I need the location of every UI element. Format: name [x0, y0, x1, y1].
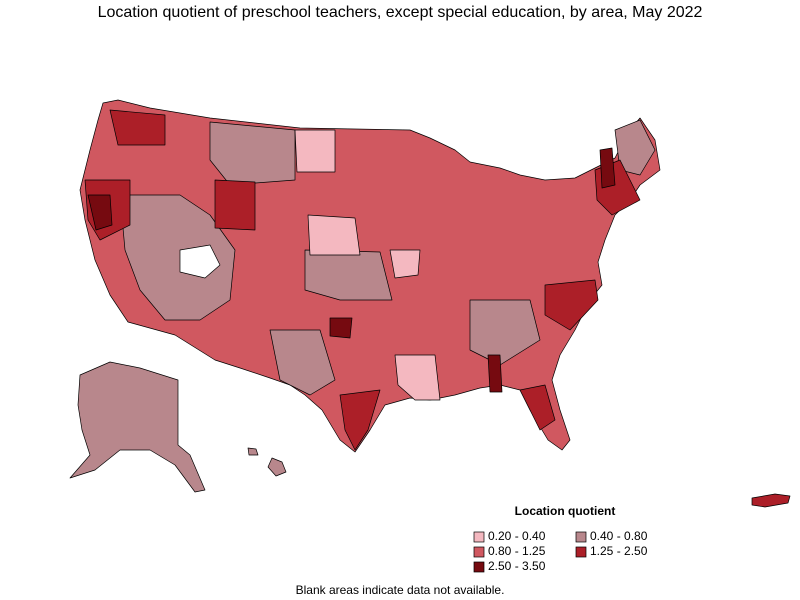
- legend-title: Location quotient: [515, 504, 616, 518]
- washington: [109, 109, 166, 146]
- hawaii: [267, 457, 287, 477]
- us-map: [69, 99, 791, 508]
- map-title: Location quotient of preschool teachers,…: [98, 4, 703, 21]
- legend: Location quotient 0.20 - 0.40 0.40 - 0.80…: [473, 504, 648, 573]
- legend-label: 2.50 - 3.50: [488, 559, 546, 573]
- legend-swatch: [473, 546, 485, 558]
- wyoming: [214, 179, 256, 231]
- hawaii-islands: [247, 447, 259, 456]
- south-texas: [339, 389, 381, 451]
- oklahoma-area: [329, 317, 353, 339]
- legend-label: 0.20 - 0.40: [488, 529, 546, 543]
- footnote: Blank areas indicate data not available.: [296, 583, 505, 597]
- alaska: [69, 361, 206, 493]
- legend-label: 0.40 - 0.80: [590, 529, 648, 543]
- florida-gulf: [519, 384, 556, 431]
- montana: [209, 121, 296, 186]
- west-texas: [269, 329, 336, 396]
- great-plains: [304, 249, 393, 301]
- southeast-inland: [469, 299, 541, 366]
- northern-california: [87, 194, 113, 231]
- puerto-rico: [751, 493, 791, 508]
- legend-label: 1.25 - 2.50: [590, 544, 648, 558]
- mountain-west: [119, 194, 236, 321]
- carolinas: [544, 279, 599, 331]
- legend-label: 0.80 - 1.25: [488, 544, 546, 558]
- legend-swatch: [575, 531, 587, 543]
- legend-swatch: [473, 531, 485, 543]
- vermont: [599, 147, 616, 189]
- mississippi-area: [394, 354, 441, 401]
- nebraska: [307, 214, 361, 256]
- no-data-area: [179, 244, 221, 279]
- north-dakota: [294, 129, 336, 173]
- alabama: [487, 354, 503, 393]
- missouri-area: [389, 249, 421, 279]
- legend-swatch: [575, 546, 587, 558]
- legend-swatch: [473, 561, 485, 573]
